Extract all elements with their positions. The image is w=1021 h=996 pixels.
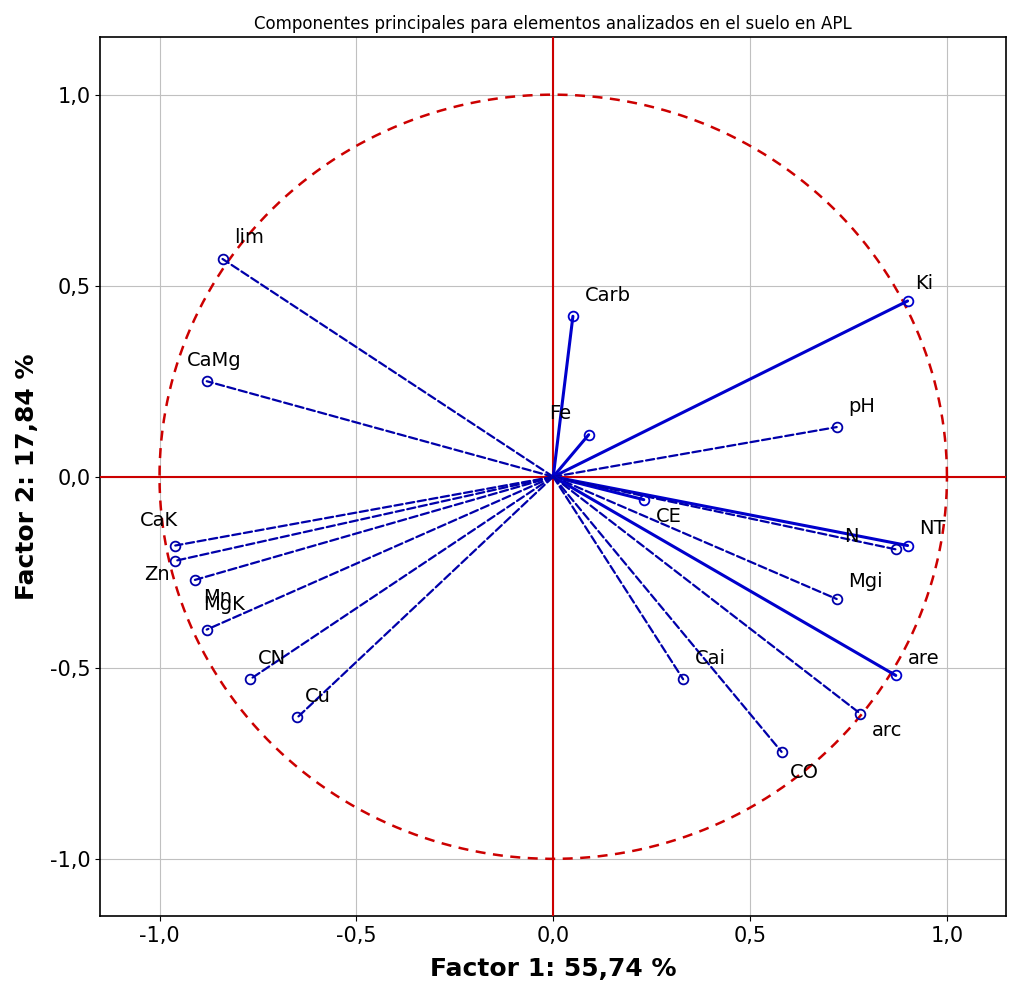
Text: Ki: Ki: [916, 274, 933, 294]
X-axis label: Factor 1: 55,74 %: Factor 1: 55,74 %: [430, 957, 677, 981]
Text: N: N: [844, 527, 859, 546]
Text: are: are: [908, 648, 939, 667]
Text: pH: pH: [848, 396, 875, 415]
Text: Fe: Fe: [549, 404, 572, 423]
Text: Cai: Cai: [695, 648, 726, 667]
Text: Carb: Carb: [585, 286, 631, 305]
Text: CaMg: CaMg: [187, 351, 242, 370]
Text: Mn: Mn: [203, 588, 232, 607]
Text: CaK: CaK: [140, 511, 178, 530]
Text: NT: NT: [919, 519, 945, 538]
Text: MgK: MgK: [203, 596, 245, 615]
Title: Componentes principales para elementos analizados en el suelo en APL: Componentes principales para elementos a…: [254, 15, 853, 33]
Text: CO: CO: [789, 763, 819, 783]
Text: Mgi: Mgi: [848, 573, 883, 592]
Text: lim: lim: [235, 228, 264, 247]
Text: CN: CN: [258, 648, 286, 667]
Y-axis label: Factor 2: 17,84 %: Factor 2: 17,84 %: [15, 354, 39, 600]
Text: arc: arc: [872, 721, 903, 740]
Text: Cu: Cu: [305, 687, 331, 706]
Text: Zn: Zn: [144, 565, 169, 584]
Text: CE: CE: [655, 507, 681, 527]
